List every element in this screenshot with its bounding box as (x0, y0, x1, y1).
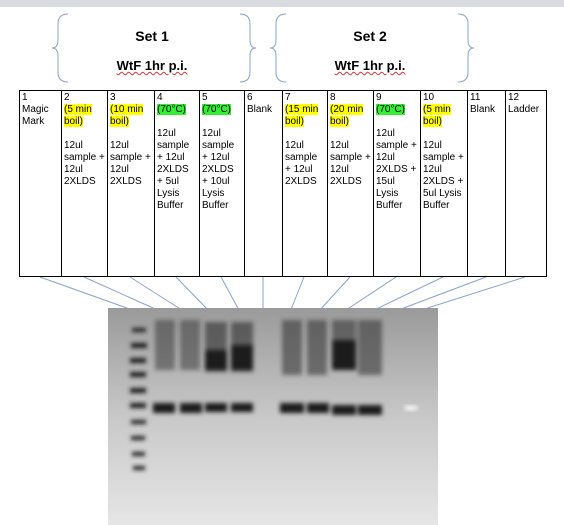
spacer (202, 116, 242, 128)
cell-recipe: 12ul sample + 12ul 2XLDS (110, 140, 151, 187)
cell-label: Magic Mark (22, 104, 49, 127)
cell-condition: (15 min boil) (285, 104, 325, 128)
cell-condition: (5 min boil) (64, 104, 105, 128)
table-cell: 4 (70°C) 12ul sample + 12ul 2XLDS + 5ul Ly… (154, 90, 200, 277)
condition-text: (15 min boil) (285, 104, 319, 127)
condition-text: (20 min boil) (330, 104, 364, 127)
cell-label: Ladder (508, 104, 540, 115)
cell-number: 7 (285, 92, 291, 103)
cell-number: 11 (470, 92, 481, 103)
cell-number: 8 (330, 92, 336, 103)
table-cell: 8 (20 min boil) 12ul sample + 12ul 2XLDS (327, 90, 374, 277)
table-cell: 9 (70°C) 12ul sample + 12ul 2XLDS + 15ul L… (373, 90, 421, 277)
cell-number: 1 (22, 92, 28, 103)
set-title: Set 1 (135, 28, 169, 44)
cell-condition: (70°C) (157, 104, 197, 116)
cell-condition: (70°C) (376, 104, 418, 116)
braces (51, 13, 475, 83)
table-cell: 11 Blank (467, 90, 506, 277)
cell-recipe: 12ul sample + 12ul 2XLDS (64, 140, 105, 187)
spacer (285, 128, 325, 140)
toolbar-strip (0, 0, 564, 7)
table-cell: 10 (5 min boil) 12ul sample + 12ul 2XLDS +… (420, 90, 468, 277)
lane-connectors (39, 276, 526, 313)
spacer (110, 128, 152, 140)
subtitle-text: WtF 1hr p.i. (116, 58, 188, 73)
spacer (423, 128, 465, 140)
set-subtitle: WtF 1hr p.i. (270, 58, 470, 73)
cell-condition: (10 min boil) (110, 104, 152, 128)
set-title: Set 2 (353, 28, 387, 44)
cell-condition: (70°C) (202, 104, 242, 116)
cell-number: 6 (247, 92, 253, 103)
cell-label: Blank (470, 104, 496, 115)
condition-text: (5 min boil) (423, 104, 451, 127)
cell-number: 10 (423, 92, 435, 103)
cell-recipe: 12ul sample + 12ul 2XLDS (330, 140, 371, 187)
condition-text: (70°C) (376, 104, 406, 115)
cell-number: 3 (110, 92, 116, 103)
cell-recipe: 12ul sample + 12ul 2XLDS + 15ul Lysis Bu… (376, 128, 417, 211)
cell-number: 9 (376, 92, 382, 103)
spacer (376, 116, 418, 128)
cell-condition: (20 min boil) (330, 104, 371, 128)
cell-number: 4 (157, 92, 163, 103)
cell-number: 2 (64, 92, 70, 103)
condition-text: (5 min boil) (64, 104, 92, 127)
cell-recipe: 12ul sample + 12ul 2XLDS (285, 140, 318, 187)
cell-number: 5 (202, 92, 208, 103)
table-cell: 1 Magic Mark (19, 90, 62, 277)
spacer (330, 128, 371, 140)
cell-label: Blank (247, 104, 273, 115)
spacer (157, 116, 197, 128)
condition-text: (70°C) (157, 104, 187, 115)
table-cell: 5 (70°C) 12ul sample + 12ul 2XLDS + 10ul L… (199, 90, 245, 277)
cell-number: 12 (508, 92, 520, 103)
set-subtitle: WtF 1hr p.i. (52, 58, 252, 73)
subtitle-text: WtF 1hr p.i. (334, 58, 406, 73)
table-cell: 12 Ladder (505, 90, 547, 277)
table-cell: 7 (15 min boil) 12ul sample + 12ul 2XLDS (282, 90, 328, 277)
condition-text: (10 min boil) (110, 104, 144, 127)
table-cell: 6 Blank (244, 90, 283, 277)
cell-recipe: 12ul sample + 12ul 2XLDS + 10ul Lysis Bu… (202, 128, 235, 211)
table-cell: 3 (10 min boil) 12ul sample + 12ul 2XLDS (107, 90, 155, 277)
table-cell: 2 (5 min boil) 12ul sample + 12ul 2XLDS (61, 90, 108, 277)
cell-recipe: 12ul sample + 12ul 2XLDS + 5ul Lysis Buf… (157, 128, 190, 211)
gel-image (108, 308, 438, 525)
cell-recipe: 12ul sample + 12ul 2XLDS + 5ul Lysis Buf… (423, 140, 464, 211)
condition-text: (70°C) (202, 104, 232, 115)
spacer (64, 128, 105, 140)
cell-condition: (5 min boil) (423, 104, 465, 128)
